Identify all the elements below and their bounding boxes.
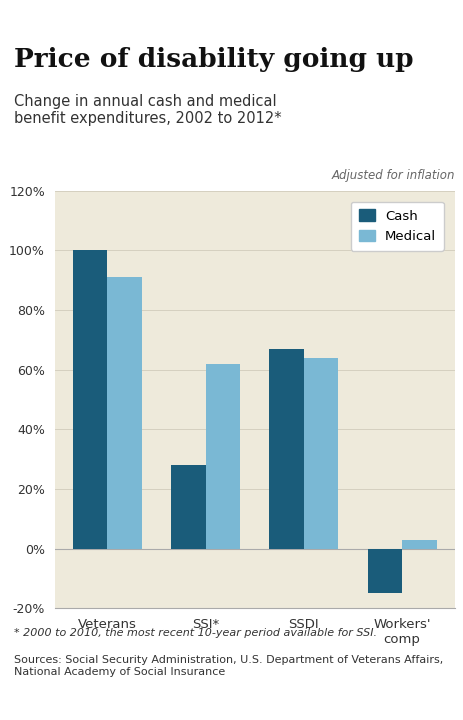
Text: Change in annual cash and medical
benefit expenditures, 2002 to 2012*: Change in annual cash and medical benefi… xyxy=(14,94,281,126)
Bar xyxy=(401,540,436,549)
Text: Adjusted for inflation: Adjusted for inflation xyxy=(331,169,454,182)
Text: Chart 3: Chart 3 xyxy=(25,24,70,34)
Text: Sources: Social Security Administration, U.S. Department of Veterans Affairs,
Na: Sources: Social Security Administration,… xyxy=(14,655,442,677)
Text: Price of disability going up: Price of disability going up xyxy=(14,47,413,72)
Bar xyxy=(107,277,141,549)
Bar xyxy=(303,358,338,549)
Bar xyxy=(269,349,303,549)
Bar xyxy=(367,549,401,593)
Bar xyxy=(205,364,239,549)
Bar xyxy=(171,465,205,549)
Legend: Cash, Medical: Cash, Medical xyxy=(350,202,443,251)
Bar xyxy=(73,251,107,549)
Text: * 2000 to 2010, the most recent 10-year period available for SSI.: * 2000 to 2010, the most recent 10-year … xyxy=(14,628,376,638)
